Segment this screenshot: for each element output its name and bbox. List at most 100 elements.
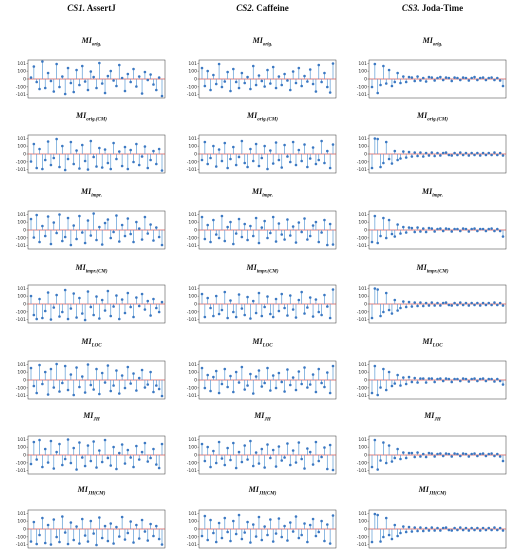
column-header-prefix: CS1. — [67, 3, 85, 13]
stem-marker — [46, 523, 50, 527]
stem-marker — [478, 377, 482, 381]
stem-marker — [317, 310, 321, 314]
stem-marker — [311, 463, 315, 466]
stem-marker — [311, 224, 315, 227]
y-tick-label: 100 — [358, 220, 367, 226]
stem-marker — [155, 384, 158, 387]
y-tick-label: -101 — [16, 317, 26, 323]
stem-marker — [444, 227, 448, 230]
stem-marker — [58, 315, 61, 318]
stem-marker — [294, 461, 298, 464]
stem-plot-panel: 101 100 0-100 -101 — [187, 59, 337, 99]
stem-marker — [41, 60, 44, 63]
stem-marker — [379, 234, 382, 238]
column-header-name: Caffeine — [256, 3, 289, 13]
stem-marker — [214, 540, 218, 544]
stem-marker — [95, 295, 98, 298]
stem-marker — [487, 452, 491, 456]
y-tick-label: 100 — [188, 445, 197, 451]
stem-marker — [490, 452, 493, 455]
stem-marker — [146, 299, 150, 303]
stem-marker — [266, 167, 269, 171]
stem-marker — [464, 526, 468, 530]
stem-marker — [288, 234, 292, 237]
stem-marker — [490, 76, 493, 79]
stem-marker — [89, 305, 93, 309]
stem-marker — [155, 88, 158, 92]
stem-marker — [35, 80, 38, 84]
stem-marker — [484, 454, 488, 458]
stem-marker — [328, 316, 332, 320]
stem-marker — [63, 288, 67, 292]
stem-marker — [473, 377, 476, 380]
stem-marker — [421, 304, 425, 308]
stem-marker — [86, 444, 90, 447]
stem-marker — [58, 442, 61, 446]
stem-marker — [331, 468, 335, 472]
stem-marker — [212, 218, 215, 222]
stem-marker — [266, 295, 269, 298]
stem-marker — [61, 463, 64, 467]
stem-marker — [444, 151, 448, 154]
y-tick-label: -100 — [357, 235, 367, 241]
stem-marker — [308, 296, 312, 299]
y-tick-label: 101 — [188, 511, 197, 517]
stem-marker — [370, 540, 374, 544]
stem-marker — [132, 67, 135, 71]
stem-marker — [80, 231, 84, 234]
stem-marker — [246, 384, 249, 387]
panel-title-base: MI — [248, 485, 259, 494]
stem-marker — [126, 72, 130, 76]
y-tick-label: -100 — [187, 460, 197, 466]
y-tick-label: 0 — [23, 152, 26, 158]
stem-marker — [376, 393, 379, 397]
stem-marker — [399, 457, 402, 461]
panel-title-subscript: JH(CM) — [258, 491, 277, 497]
stem-marker — [92, 155, 95, 159]
stem-marker — [123, 538, 127, 541]
stem-marker — [49, 543, 53, 546]
stem-marker — [447, 377, 451, 381]
stem-marker — [98, 516, 101, 519]
stem-marker — [100, 460, 104, 464]
stem-marker — [288, 88, 292, 92]
y-tick-label: 100 — [358, 69, 367, 75]
y-tick-label: -100 — [187, 235, 197, 241]
stem-marker — [223, 463, 227, 467]
stem-marker — [115, 214, 118, 217]
panel-title: MIJH — [14, 411, 169, 423]
stem-marker — [257, 515, 261, 519]
stem-marker — [69, 521, 73, 524]
stem-marker — [120, 515, 124, 519]
stem-marker — [328, 222, 332, 226]
stem-marker — [407, 150, 411, 154]
stem-marker — [223, 80, 227, 83]
panel-title: MIimpr. — [14, 187, 169, 199]
stem-marker — [487, 377, 491, 381]
stem-marker — [75, 316, 78, 319]
stem-marker — [143, 530, 147, 533]
stem-marker — [274, 141, 278, 144]
stem-marker — [117, 392, 121, 395]
stem-marker — [66, 388, 70, 392]
stem-marker — [501, 84, 505, 88]
stem-marker — [476, 301, 479, 305]
stem-marker — [260, 79, 264, 83]
stem-plot-panel: 101 100 0-100 -101 — [187, 360, 337, 400]
stem-marker — [143, 145, 147, 148]
stem-marker — [297, 148, 301, 152]
stem-marker — [481, 301, 485, 305]
stem-marker — [220, 214, 224, 218]
stem-marker — [117, 535, 121, 538]
stem-marker — [303, 143, 306, 146]
stem-marker — [467, 304, 471, 307]
stem-marker — [498, 79, 502, 82]
stem-marker — [274, 386, 278, 390]
stem-marker — [370, 240, 374, 244]
stem-marker — [92, 75, 95, 79]
stem-marker — [390, 537, 394, 541]
stem-marker — [481, 377, 485, 380]
stem-marker — [58, 85, 61, 89]
stem-marker — [43, 309, 47, 313]
stem-marker — [146, 539, 150, 542]
